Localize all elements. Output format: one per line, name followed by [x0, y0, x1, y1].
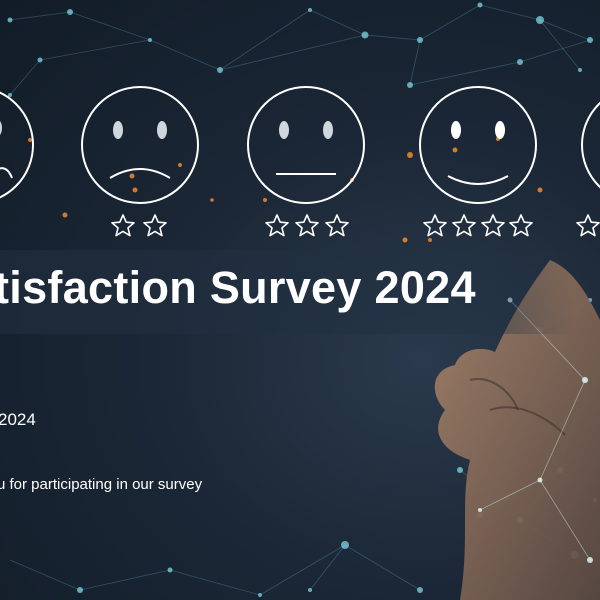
survey-year: 2024	[0, 410, 36, 429]
thank-you-message: u for participating in our survey	[0, 476, 203, 493]
star-icon	[481, 214, 505, 237]
very-sad-face-icon[interactable]	[0, 87, 34, 203]
five-stars-rating	[576, 214, 600, 237]
very-happy-face-icon[interactable]	[581, 87, 600, 203]
star-icon	[576, 214, 600, 237]
pointing-hand-image	[434, 260, 600, 600]
star-icon	[265, 214, 289, 237]
happy-face-icon[interactable]	[419, 86, 537, 204]
star-icon	[509, 214, 533, 237]
star-icon	[423, 214, 447, 237]
two-stars-rating	[111, 214, 167, 237]
star-icon	[452, 214, 476, 237]
star-icon	[325, 214, 349, 237]
sad-face-icon[interactable]	[81, 86, 199, 204]
four-stars-rating	[423, 214, 533, 237]
neutral-face-icon[interactable]	[247, 86, 365, 204]
star-icon	[111, 214, 135, 237]
rating-faces-row	[0, 86, 600, 237]
star-icon	[143, 214, 167, 237]
title-banner	[0, 250, 575, 334]
survey-title: tisfaction Survey 2024	[0, 262, 476, 313]
star-icon	[295, 214, 319, 237]
three-stars-rating	[265, 214, 349, 237]
